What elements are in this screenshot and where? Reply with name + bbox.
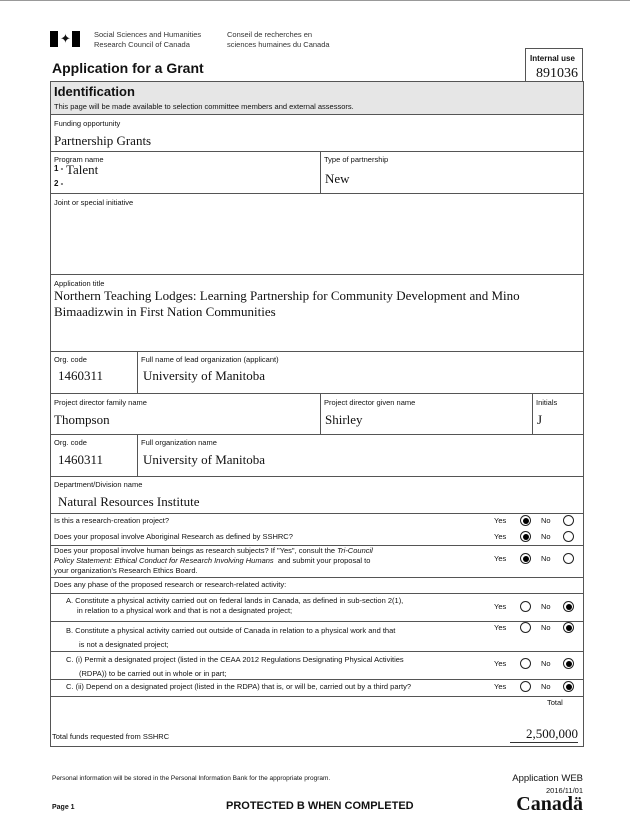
initials-label: Initials <box>536 398 558 407</box>
yes-label: Yes <box>494 659 507 668</box>
question-c-i: C. (i) Permit a designated project (list… <box>66 655 404 678</box>
form-date: 2016/11/01 <box>546 786 583 795</box>
family-name-label: Project director family name <box>54 398 147 407</box>
section-header: Identification This page will be made av… <box>51 82 583 115</box>
no-radio-q6[interactable] <box>563 658 574 669</box>
no-radio-q7[interactable] <box>563 681 574 692</box>
page-title: Application for a Grant <box>52 60 204 76</box>
org-code2-value: 1460311 <box>58 452 104 467</box>
no-label: No <box>541 602 551 611</box>
no-label: No <box>541 516 551 525</box>
yes-radio-q5[interactable] <box>520 622 531 633</box>
no-label: No <box>541 682 551 691</box>
program-2-num: 2 - <box>54 179 64 188</box>
question-a: A. Constitute a physical activity carrie… <box>66 596 404 615</box>
internal-use-value: 891036 <box>536 66 578 81</box>
question-c-ii: C. (ii) Depend on a designated project (… <box>66 682 412 691</box>
yes-label: Yes <box>494 682 507 691</box>
protected-notice: PROTECTED B WHEN COMPLETED <box>226 800 414 812</box>
agency-name-fr: Conseil de recherches en <box>227 30 313 39</box>
yes-radio-q7[interactable] <box>520 681 531 692</box>
yes-radio-q2[interactable] <box>520 553 531 564</box>
page-number: Page 1 <box>52 804 75 811</box>
funding-label: Funding opportunity <box>54 119 121 128</box>
question-research-creation: Is this a research-creation project? <box>54 516 170 525</box>
privacy-notice: Personal information will be stored in t… <box>52 775 331 782</box>
family-name-value: Thompson <box>54 412 110 427</box>
initials-value: J <box>537 412 543 427</box>
yes-radio-q0[interactable] <box>520 515 531 526</box>
lead-org-label: Full name of lead organization (applican… <box>141 355 279 364</box>
yes-label: Yes <box>494 602 507 611</box>
internal-use-label: Internal use <box>530 54 575 63</box>
yes-label: Yes <box>494 554 507 563</box>
yes-label: Yes <box>494 516 507 525</box>
org-name-label: Full organization name <box>141 438 217 447</box>
agency-name-en-2: Research Council of Canada <box>94 40 190 49</box>
app-title-label: Application title <box>54 279 105 288</box>
section-title: Identification <box>54 84 135 99</box>
no-radio-q0[interactable] <box>563 515 574 526</box>
agency-name-fr-2: sciences humaines du Canada <box>227 40 330 49</box>
partnership-label: Type of partnership <box>324 155 389 164</box>
yes-radio-q1[interactable] <box>520 531 531 542</box>
question-b: B. Constitute a physical activity carrie… <box>66 626 396 649</box>
dept-label: Department/Division name <box>54 480 143 489</box>
no-label: No <box>541 554 551 563</box>
total-funds-label: Total funds requested from SSHRC <box>52 732 170 741</box>
agency-name-en: Social Sciences and Humanities <box>94 30 202 39</box>
org-code2-label: Org. code <box>54 438 87 447</box>
question-any-phase: Does any phase of the proposed research … <box>54 580 287 589</box>
canada-wordmark: Canadä <box>516 793 583 815</box>
section-note: This page will be made available to sele… <box>54 102 354 111</box>
org-code-label: Org. code <box>54 355 87 364</box>
total-funds-value: 2,500,000 <box>510 726 578 743</box>
yes-label: Yes <box>494 532 507 541</box>
canada-flag-logo: ✦ <box>50 31 80 47</box>
no-label: No <box>541 623 551 632</box>
program-label: Program name <box>54 155 104 164</box>
total-header: Total <box>547 698 563 707</box>
no-radio-q5[interactable] <box>563 622 574 633</box>
question-human-subjects: Does your proposal involve human beings … <box>54 546 373 575</box>
funding-value: Partnership Grants <box>54 133 152 148</box>
yes-label: Yes <box>494 623 507 632</box>
yes-radio-q4[interactable] <box>520 601 531 612</box>
no-radio-q4[interactable] <box>563 601 574 612</box>
question-aboriginal: Does your proposal involve Aboriginal Re… <box>54 532 293 541</box>
internal-use-box: Internal use 891036 <box>525 48 583 82</box>
no-radio-q2[interactable] <box>563 553 574 564</box>
partnership-value: New <box>325 171 350 186</box>
yes-radio-q6[interactable] <box>520 658 531 669</box>
program-1-value: Talent <box>66 162 99 177</box>
application-web: Application WEB <box>512 773 583 784</box>
no-label: No <box>541 532 551 541</box>
org-code-value: 1460311 <box>58 368 104 383</box>
dept-value: Natural Resources Institute <box>58 494 200 509</box>
app-title-value: Northern Teaching Lodges: Learning Partn… <box>54 288 520 319</box>
form-box <box>50 81 584 747</box>
joint-initiative-label: Joint or special initiative <box>54 198 134 207</box>
given-name-label: Project director given name <box>324 398 416 407</box>
given-name-value: Shirley <box>325 412 363 427</box>
lead-org-value: University of Manitoba <box>143 368 266 383</box>
program-1-num: 1 - <box>54 164 64 173</box>
no-radio-q1[interactable] <box>563 531 574 542</box>
no-label: No <box>541 659 551 668</box>
org-name-value: University of Manitoba <box>143 452 266 467</box>
